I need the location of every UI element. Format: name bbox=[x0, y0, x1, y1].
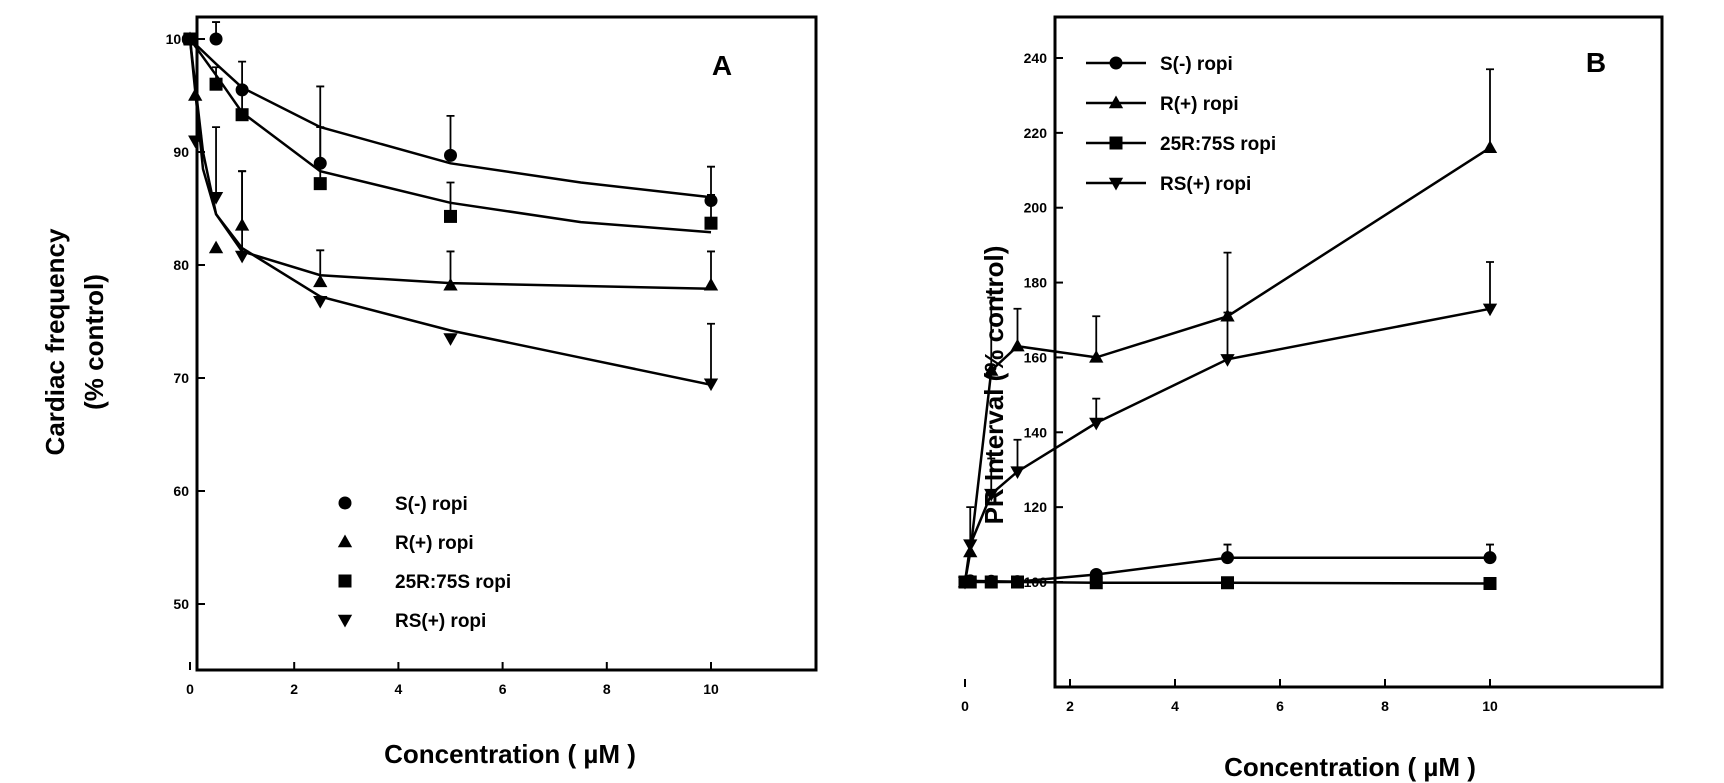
y-tick-label: 120 bbox=[1024, 499, 1048, 515]
legend-marker bbox=[338, 535, 352, 548]
error-bar bbox=[316, 127, 324, 184]
y-tick-label: 90 bbox=[173, 144, 189, 160]
x-tick-label: 10 bbox=[1482, 698, 1498, 714]
panel-a-x-axis: 0 2 4 6 8 10 bbox=[186, 662, 719, 697]
data-point bbox=[210, 33, 223, 46]
panel-b-legend: S(-) ropi R(+) ropi 25R:75S ropi RS(+) ropi bbox=[1086, 54, 1276, 195]
data-point bbox=[1010, 339, 1024, 352]
x-tick-label: 2 bbox=[290, 681, 298, 697]
data-point bbox=[236, 108, 249, 121]
panel-a-legend: S(-) ropi R(+) ropi 25R:75S ropi RS(+) ropi bbox=[338, 494, 511, 632]
legend-label: R(+) ropi bbox=[395, 533, 474, 554]
y-tick-label: 220 bbox=[1024, 125, 1048, 141]
legend-label: RS(+) ropi bbox=[1160, 174, 1251, 195]
data-point bbox=[210, 78, 223, 91]
data-point bbox=[1221, 551, 1234, 564]
legend-marker bbox=[339, 575, 352, 588]
legend-label: RS(+) ropi bbox=[395, 611, 486, 632]
x-tick-label: 0 bbox=[186, 681, 194, 697]
data-point bbox=[1089, 418, 1103, 431]
data-point bbox=[1220, 309, 1234, 322]
data-point bbox=[313, 296, 327, 309]
panel-a-error-bars bbox=[212, 22, 715, 384]
data-point bbox=[235, 251, 249, 264]
panel-a-data-points bbox=[183, 32, 718, 392]
data-point bbox=[705, 217, 718, 230]
x-tick-label: 0 bbox=[961, 698, 969, 714]
error-bar bbox=[1486, 262, 1494, 309]
y-tick-label: 140 bbox=[1024, 424, 1048, 440]
panel-b-x-axis: 0 2 4 6 8 10 bbox=[961, 679, 1498, 714]
error-bar bbox=[1486, 69, 1494, 148]
data-point bbox=[1484, 577, 1497, 590]
data-point bbox=[704, 278, 718, 291]
data-point bbox=[443, 333, 457, 346]
legend-label: S(-) ropi bbox=[395, 494, 468, 515]
panel-b-letter: B bbox=[1586, 47, 1606, 78]
error-bar bbox=[707, 324, 715, 384]
data-point bbox=[1090, 576, 1103, 589]
panel-b-y-axis: 100120140160180200220240 bbox=[1024, 50, 1063, 590]
panel-a-y-label-line1: Cardiac frequency bbox=[40, 228, 70, 455]
legend-label: 25R:75S ropi bbox=[1160, 134, 1276, 155]
panel-b: B 100120140160180200220240 0246810 PR In… bbox=[958, 17, 1662, 782]
data-point bbox=[236, 83, 249, 96]
data-point bbox=[209, 241, 223, 254]
x-tick-label: 4 bbox=[1171, 698, 1179, 714]
data-point bbox=[444, 149, 457, 162]
data-point bbox=[1483, 140, 1497, 153]
error-bar bbox=[1224, 253, 1232, 317]
data-point bbox=[705, 194, 718, 207]
x-tick-label: 8 bbox=[1381, 698, 1389, 714]
legend-marker bbox=[1110, 57, 1123, 70]
legend-label: 25R:75S ropi bbox=[395, 572, 511, 593]
legend-marker bbox=[339, 497, 352, 510]
data-point bbox=[235, 218, 249, 231]
legend-marker bbox=[1110, 137, 1123, 150]
legend-label: S(-) ropi bbox=[1160, 54, 1233, 75]
y-tick-label: 200 bbox=[1024, 200, 1048, 216]
y-tick-label: 60 bbox=[173, 483, 189, 499]
panel-b-frame bbox=[1055, 17, 1662, 687]
data-point bbox=[963, 539, 977, 552]
y-tick-label: 50 bbox=[173, 596, 189, 612]
data-point bbox=[314, 157, 327, 170]
y-tick-label: 80 bbox=[173, 257, 189, 273]
panel-a: A 5060708090100 0246810 Cardiac frequenc… bbox=[40, 17, 816, 769]
panel-b-x-label: Concentration ( µM ) bbox=[1224, 752, 1476, 782]
data-point bbox=[444, 210, 457, 223]
panel-a-x-label: Concentration ( µM ) bbox=[384, 739, 636, 769]
data-point bbox=[1484, 551, 1497, 564]
x-tick-label: 10 bbox=[703, 681, 719, 697]
y-tick-label: 70 bbox=[173, 370, 189, 386]
data-point bbox=[985, 576, 998, 589]
panel-b-y-label: PR Interval (% control) bbox=[979, 246, 1009, 525]
error-bar bbox=[212, 127, 220, 197]
panel-a-y-label-line2: (% control) bbox=[79, 274, 109, 410]
x-tick-label: 2 bbox=[1066, 698, 1074, 714]
x-tick-label: 4 bbox=[395, 681, 403, 697]
data-point bbox=[314, 177, 327, 190]
data-point bbox=[1221, 576, 1234, 589]
legend-label: R(+) ropi bbox=[1160, 94, 1239, 115]
y-tick-label: 160 bbox=[1024, 349, 1048, 365]
x-tick-label: 6 bbox=[1276, 698, 1284, 714]
x-tick-label: 6 bbox=[499, 681, 507, 697]
y-tick-label: 180 bbox=[1024, 275, 1048, 291]
data-point bbox=[1011, 576, 1024, 589]
data-point bbox=[188, 88, 202, 101]
x-tick-label: 8 bbox=[603, 681, 611, 697]
panel-a-letter: A bbox=[712, 50, 732, 81]
y-tick-label: 240 bbox=[1024, 50, 1048, 66]
legend-marker bbox=[338, 615, 352, 628]
